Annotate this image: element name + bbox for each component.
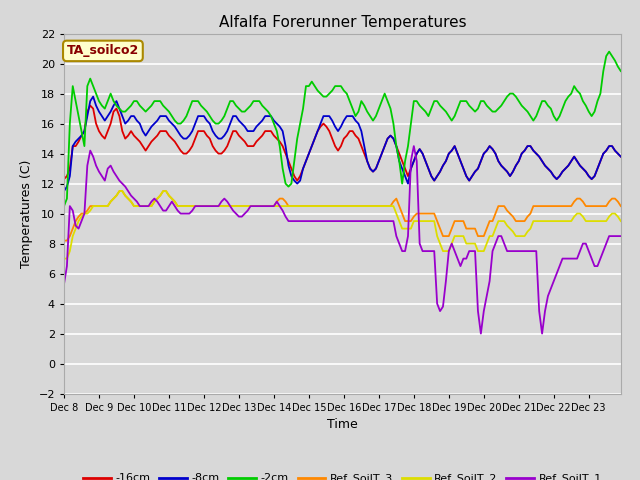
Text: TA_soilco2: TA_soilco2 xyxy=(67,44,139,58)
Title: Alfalfa Forerunner Temperatures: Alfalfa Forerunner Temperatures xyxy=(219,15,466,30)
X-axis label: Time: Time xyxy=(327,418,358,431)
Legend: -16cm, -8cm, -2cm, Ref_SoilT_3, Ref_SoilT_2, Ref_SoilT_1: -16cm, -8cm, -2cm, Ref_SoilT_3, Ref_Soil… xyxy=(79,469,606,480)
Y-axis label: Temperatures (C): Temperatures (C) xyxy=(20,159,33,268)
